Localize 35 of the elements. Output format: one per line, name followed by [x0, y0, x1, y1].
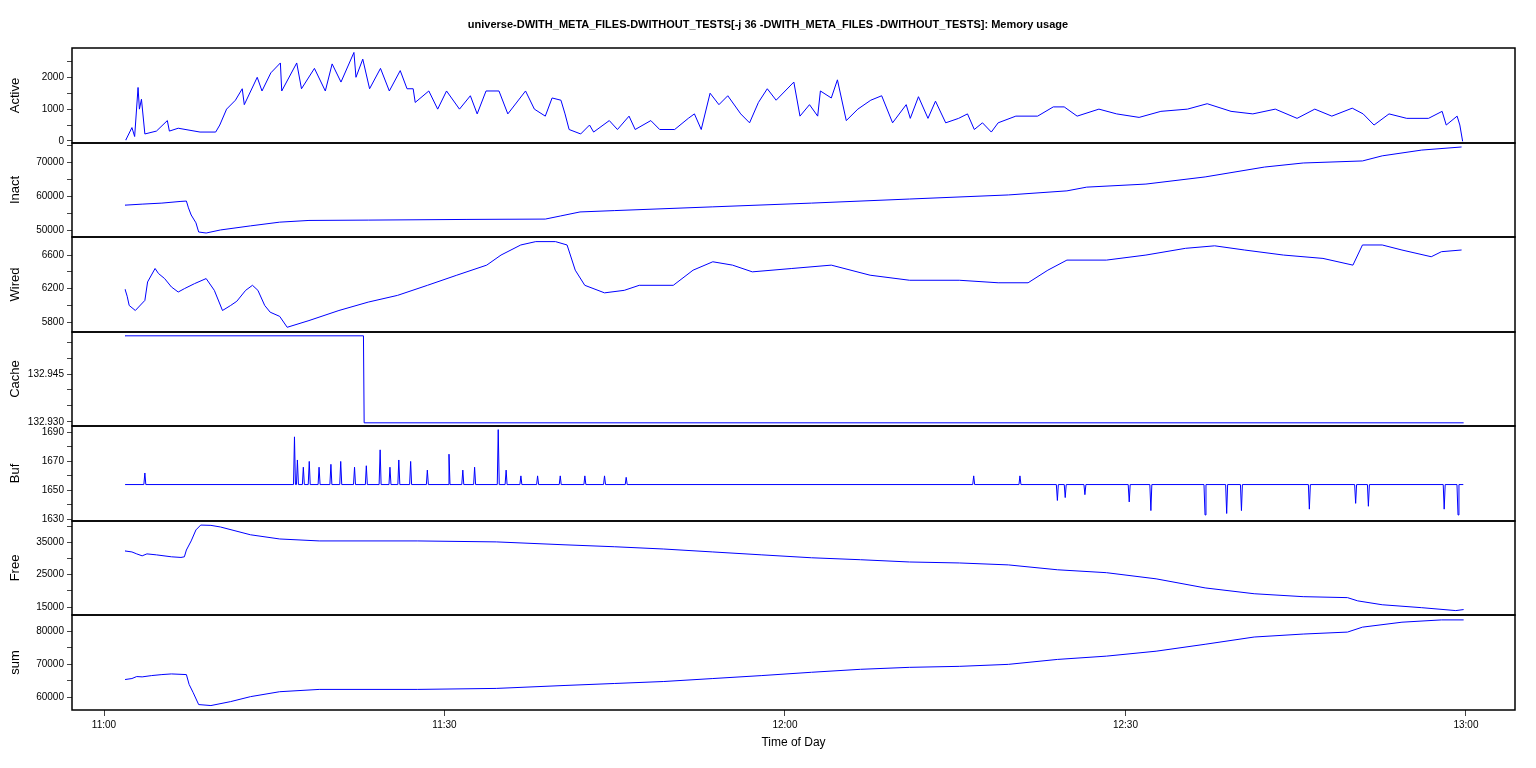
y-tick-label: 6200	[41, 282, 65, 294]
y-tick-label: 2000	[41, 71, 65, 83]
y-tick-label: 50000	[36, 224, 65, 236]
y-tick-label: 5800	[41, 316, 65, 328]
x-tick-label: 11:00	[91, 718, 117, 730]
y-tick-label: 1630	[41, 513, 65, 525]
y-tick-label: 60000	[36, 691, 65, 703]
y-axis-title: Active	[7, 77, 23, 114]
x-tick-label: 12:30	[1112, 718, 1139, 730]
x-axis-title: Time of Day	[761, 735, 826, 750]
y-tick-label: 132.945	[27, 367, 65, 379]
y-tick-label: 70000	[36, 156, 65, 168]
y-tick-label: 1690	[41, 426, 65, 438]
y-tick-label: 0	[58, 134, 65, 146]
y-tick-label: 60000	[36, 190, 65, 202]
y-tick-label: 35000	[36, 535, 65, 547]
y-tick-label: 15000	[36, 600, 65, 612]
y-axis-title: sum	[7, 650, 23, 675]
y-tick-label: 80000	[36, 625, 65, 637]
y-tick-label: 25000	[36, 568, 65, 580]
x-tick-label: 12:00	[772, 718, 798, 730]
x-tick-label: 11:30	[432, 718, 458, 730]
y-tick-label: 132.930	[27, 415, 65, 427]
y-axis-title: Wired	[7, 267, 23, 302]
y-tick-label: 6600	[41, 248, 65, 260]
y-tick-label: 1650	[41, 484, 65, 496]
y-axis-title: Free	[7, 554, 23, 582]
y-tick-label: 1000	[41, 102, 65, 114]
y-axis-title: Cache	[7, 360, 23, 398]
chart-title: universe-DWITH_META_FILES-DWITHOUT_TESTS[-j 36 -DWITH_META_FILES -DWITHOUT_TESTS]: Memory usage	[466, 17, 1070, 31]
y-axis-title: Inact	[7, 175, 23, 205]
y-axis-title: Buf	[7, 463, 23, 484]
x-tick-label: 13:00	[1453, 718, 1479, 730]
y-tick-label: 70000	[36, 658, 65, 670]
y-tick-label: 1670	[41, 455, 65, 467]
